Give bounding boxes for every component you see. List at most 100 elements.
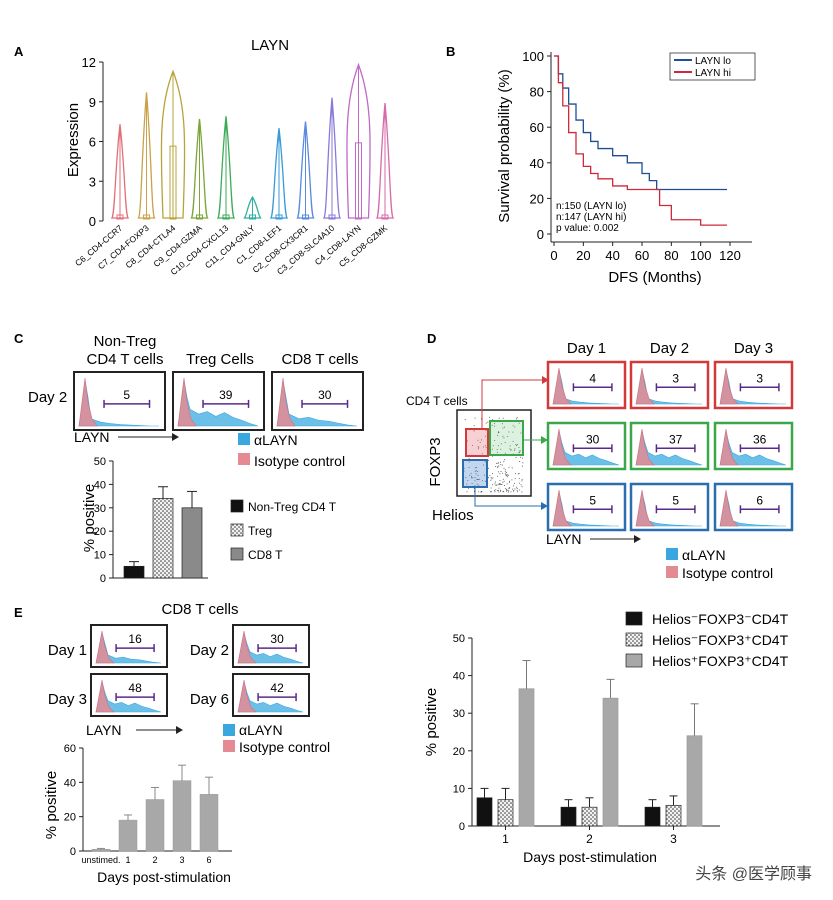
panel-d-dot [499,480,501,482]
panel-d-hist-r2-c2-histogram: 37 [629,421,710,471]
panel-e-day-label: Day 2 [190,642,229,659]
panel-e-bars: 0 20 40 60 unstimed. 1 2 3 6 [64,743,232,865]
panel-e-bar [145,799,165,852]
panel-d-dot [466,483,468,485]
panel-e-xtick-label: 1 [125,855,130,865]
panel-d-histograms: 4 3 3 30 37 36 5 5 6 [546,360,794,532]
panel-d-legend-pink-swatch [666,566,678,578]
panel-d-hist-r3-c1-histogram: 5 [546,482,627,532]
panel-d-dot [480,439,482,441]
panel-d-dot [476,483,478,485]
panel-d-dot [496,484,498,486]
panel-e-arrow-head [176,726,183,734]
panel-c-bar-ylabel: % positive [81,484,98,552]
panel-d-dot [478,484,480,486]
panel-b-ytick-label: 80 [530,85,544,100]
panel-c-hist-1-gate-value: 5 [123,388,130,402]
panel-d-dot [518,452,520,454]
panel-f-ytick-label: 40 [453,671,465,683]
panel-d-connector-arrow [541,436,548,444]
panel-d-dot [497,434,499,436]
panel-d-dot [466,491,468,493]
panel-d-dot [473,430,475,432]
panel-e-hist-1-histogram: 16 [90,624,168,668]
panel-d-dot [499,473,501,475]
panel-d-dot [498,431,500,433]
panel-d-hist-r1-c1-isotype-fill [552,367,572,405]
panel-d-dot [512,425,514,427]
panel-f-xtick-label: 3 [670,832,677,846]
panel-b-xtick-label: 60 [635,248,649,263]
panel-d-hist-r3-c1-gate-value: 5 [589,493,596,507]
panel-d-dot [484,435,486,437]
panel-d-dot [504,452,506,454]
panel-d-dot [507,435,509,437]
panel-d-dot [502,417,504,419]
panel-e-hist-4-histogram: 42 [232,673,310,717]
panel-f-bar [644,806,661,827]
panel-e-letter: E [14,605,23,620]
panel-d-dot [485,446,487,448]
panel-c-row-label: Day 2 [28,389,67,406]
panel-d-dot [500,471,502,472]
panel-c-bars: 0 10 20 30 40 50 [94,456,208,585]
panel-d-dot [494,422,496,424]
panel-d-dot [500,489,501,491]
panel-d-dot [488,467,490,469]
panel-d-dot [504,485,505,487]
panel-d-dot [513,449,515,451]
panel-d-dot [500,464,502,466]
panel-d-dot [481,453,483,455]
panel-d-dot [520,432,522,434]
panel-f-bar [602,697,619,827]
panel-d-dot [485,445,487,447]
panel-e-hist-1-gate-value: 16 [128,632,142,646]
panel-c-arrow-head [172,433,179,441]
panel-d-dot [492,419,494,421]
panel-f-ytick-label: 0 [459,821,465,833]
panel-d-dot [466,440,468,442]
panel-d-dot [495,466,497,467]
panel-d-dot [519,461,520,463]
panel-d-dot [490,491,492,493]
panel-c-hist-3-gate-value: 30 [318,388,332,402]
panel-d-dot [495,484,497,486]
panel-d-dot [499,483,501,485]
panel-d-legend-blue: αLAYN [682,547,726,563]
panel-c-legend-swatch [230,523,244,537]
panel-e-xtick-label: 6 [206,855,211,865]
panel-d-dot [509,445,511,447]
panel-b-curve-lo [554,55,728,191]
panel-e-ytick-label: 0 [70,846,76,858]
panel-d-dot [485,429,487,431]
panel-d-dot [477,439,479,441]
panel-d-dot [499,461,501,463]
panel-d-dot [516,488,518,490]
panel-f-ytick-label: 50 [453,633,465,645]
panel-d-hist-r3-c3-isotype-fill [719,489,739,527]
panel-d-dot [514,488,516,490]
panel-a-letter: A [14,44,24,59]
panel-d-dot [516,418,518,420]
panel-d-hist-r1-c2-isotype-fill [635,367,655,405]
panel-d-dot [512,440,514,442]
panel-d-connector-arrow [541,502,548,510]
panel-d-dot [521,480,523,482]
panel-e-hist-2-isotype-fill [237,630,257,664]
panel-d-dot [487,421,489,423]
panel-e-xtick-label: 2 [152,855,157,865]
panel-f-legend-label: Helios⁻FOXP3⁻CD4T [652,611,789,627]
panel-d-dot [520,456,522,458]
panel-d-hist-r3-c2-gate-value: 5 [672,493,679,507]
panel-d-dot [478,446,480,448]
panel-c-hist-2-histogram: 39 [172,371,265,431]
panel-d-dot [502,490,504,492]
panel-d-dot [498,491,500,493]
panel-d-hist-r2-c1-histogram: 30 [546,421,627,471]
panel-d-dot [494,491,496,493]
panel-d-dot [508,491,510,493]
panel-c-axis-label: LAYN [74,429,110,445]
panel-d-dot [494,483,496,485]
